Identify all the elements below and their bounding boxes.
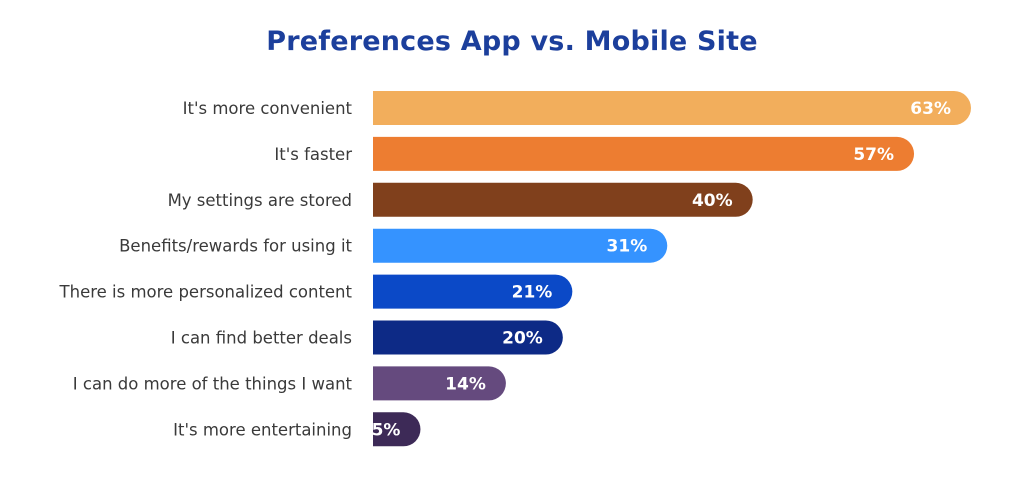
bar-7	[373, 366, 506, 401]
bar-2	[373, 136, 915, 171]
category-label: I can do more of the things I want	[73, 374, 353, 393]
value-label: 31%	[607, 237, 648, 257]
value-label: 5%	[372, 420, 401, 440]
value-label: 20%	[502, 329, 543, 349]
bar-1	[373, 91, 971, 125]
category-label: My settings are stored	[168, 191, 352, 210]
bar-3	[373, 182, 753, 217]
category-label: It's more convenient	[183, 99, 353, 118]
category-label: There is more personalized content	[59, 283, 353, 302]
category-label: It's more entertaining	[173, 420, 352, 439]
value-label: 14%	[445, 374, 486, 394]
bar-6	[373, 320, 563, 355]
bar-4	[373, 228, 668, 263]
category-label: It's faster	[274, 145, 352, 164]
bar-8	[373, 412, 421, 447]
bar-5	[373, 274, 573, 309]
value-label: 57%	[853, 145, 894, 165]
category-label: Benefits/rewards for using it	[119, 237, 352, 256]
category-label: I can find better deals	[171, 329, 352, 348]
value-label: 21%	[512, 283, 553, 303]
chart-title: Preferences App vs. Mobile Site	[266, 26, 758, 57]
value-label: 63%	[910, 99, 951, 119]
value-label: 40%	[692, 191, 733, 211]
